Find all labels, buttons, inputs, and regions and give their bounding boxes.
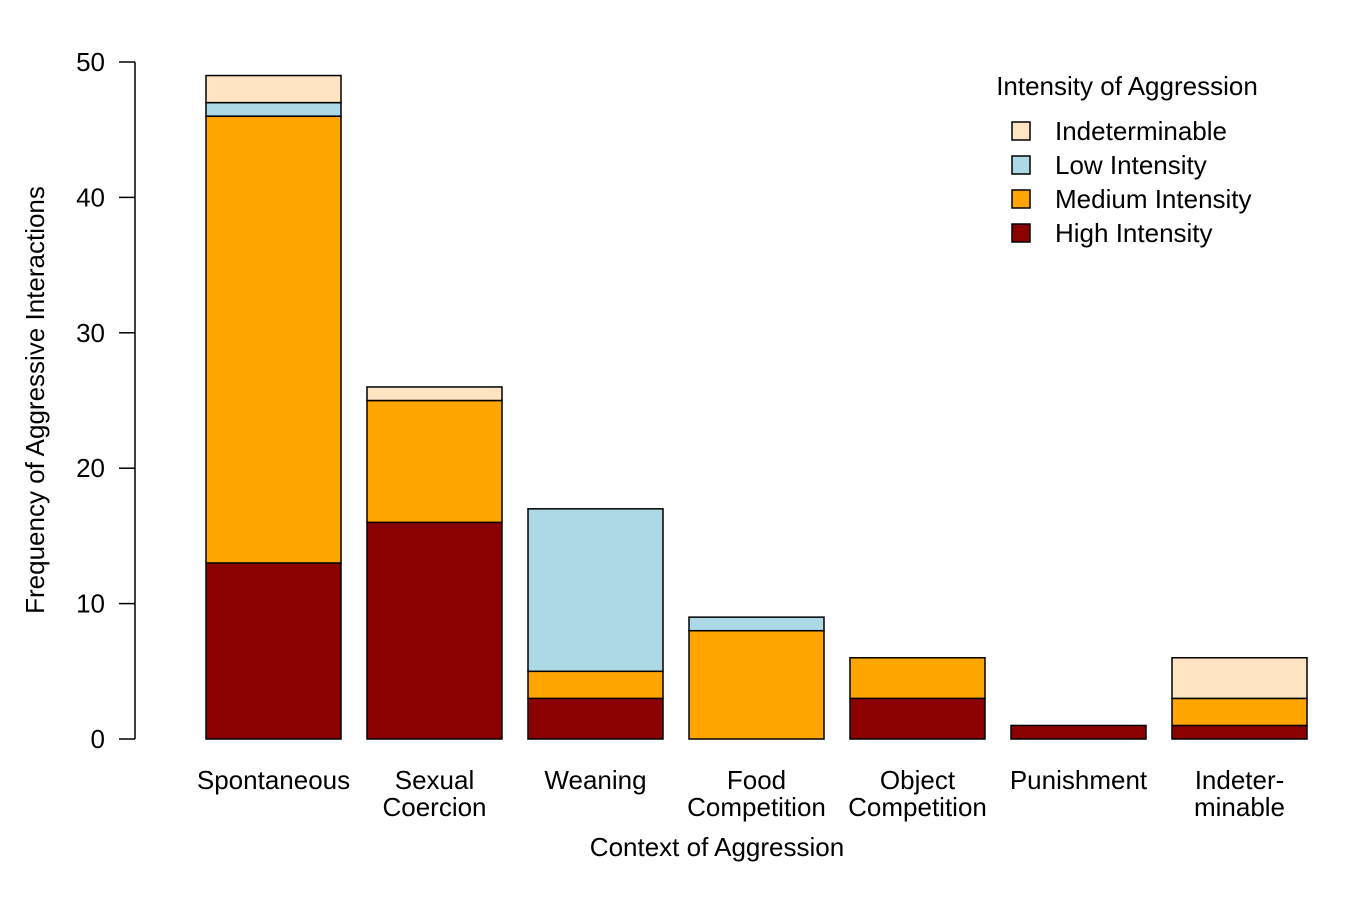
legend-title: Intensity of Aggression bbox=[996, 71, 1258, 101]
y-axis: 0 10 20 30 40 50 bbox=[76, 47, 136, 754]
bar-segment bbox=[527, 670, 664, 700]
x-tick-label: Indeter-minable bbox=[1194, 765, 1285, 822]
y-axis-title: Frequency of Aggressive Interactions bbox=[20, 186, 50, 614]
bar-segment bbox=[205, 115, 342, 564]
bars bbox=[205, 74, 1308, 740]
bar-segment bbox=[1171, 697, 1308, 727]
y-tick-label: 50 bbox=[76, 47, 105, 77]
bar-segment bbox=[527, 508, 664, 673]
legend-swatch bbox=[1011, 155, 1031, 175]
y-tick-label: 30 bbox=[76, 318, 105, 348]
bar-segment bbox=[366, 521, 503, 740]
bar-segment bbox=[849, 657, 986, 700]
x-tick-label: Sexual Coercion bbox=[382, 765, 486, 822]
bar-segment bbox=[366, 399, 503, 524]
y-tick-label: 40 bbox=[76, 182, 105, 212]
bar-segment bbox=[205, 101, 342, 117]
legend-label: Indeterminable bbox=[1055, 116, 1227, 146]
bar-segment bbox=[527, 697, 664, 740]
legend-swatch bbox=[1011, 189, 1031, 209]
x-tick-label: Spontaneous bbox=[197, 765, 350, 795]
bar-segment bbox=[1171, 657, 1308, 700]
legend-swatch bbox=[1011, 121, 1031, 141]
legend-label: Medium Intensity bbox=[1055, 184, 1252, 214]
bar-segment bbox=[1010, 724, 1147, 740]
legend: Intensity of Aggression Indeterminable Lo… bbox=[996, 71, 1258, 248]
x-axis-labels: Spontaneous Sexual Coercion Weaning Food Comp… bbox=[197, 765, 1285, 822]
bar-segment bbox=[1171, 724, 1308, 740]
bar-segment bbox=[688, 616, 825, 632]
x-axis-title: Context of Aggression bbox=[590, 832, 844, 862]
y-tick-label: 10 bbox=[76, 589, 105, 619]
bar-segment bbox=[205, 562, 342, 740]
legend-label: High Intensity bbox=[1055, 218, 1213, 248]
x-tick-label: Object Competition bbox=[848, 765, 987, 822]
x-tick-label: Food Competition bbox=[687, 765, 826, 822]
x-tick-label: Punishment bbox=[1010, 765, 1148, 795]
bar-segment bbox=[366, 386, 503, 402]
bar-segment bbox=[205, 74, 342, 104]
x-tick-label: Weaning bbox=[544, 765, 646, 795]
legend-swatch bbox=[1011, 223, 1031, 243]
bar-segment bbox=[849, 697, 986, 740]
bar-segment bbox=[688, 629, 825, 740]
y-tick-label: 0 bbox=[91, 724, 105, 754]
legend-label: Low Intensity bbox=[1055, 150, 1207, 180]
y-tick-label: 20 bbox=[76, 453, 105, 483]
